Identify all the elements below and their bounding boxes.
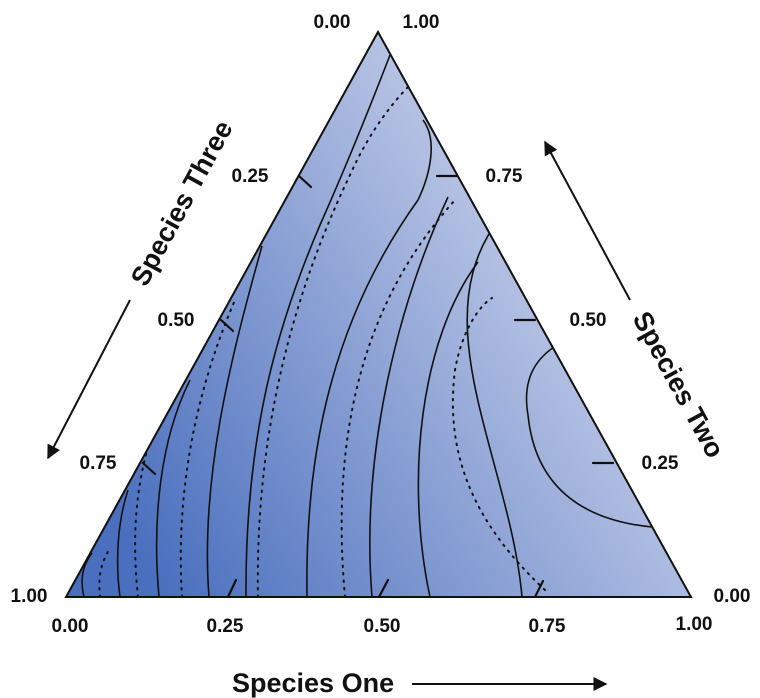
contour-lines: [81, 54, 653, 597]
tick-label-two-000: 0.00: [714, 586, 751, 607]
species-two-tick-labels: 0.00 0.25 0.50 0.75 1.00: [403, 12, 751, 607]
species-two-arrow: [544, 140, 631, 301]
tick-three-025: [297, 174, 313, 189]
contour-solid-6: [306, 119, 432, 597]
tick-three-075: [141, 461, 157, 476]
tick-label-one-075: 0.75: [529, 616, 566, 637]
species-one-axis-title: Species One: [232, 668, 394, 698]
species-one-axis-title-group: Species One: [232, 668, 608, 698]
tick-one-050: [377, 578, 390, 599]
contour-solid-8: [417, 261, 479, 597]
contour-solid-9: [466, 217, 523, 597]
contour-solid-7: [369, 196, 449, 597]
tick-label-one-050: 0.50: [364, 616, 401, 637]
tick-label-three-050: 0.50: [158, 310, 195, 331]
species-three-axis-title: Species Three: [125, 116, 239, 291]
tick-label-three-075: 0.75: [80, 453, 117, 474]
tick-label-one-025: 0.25: [207, 616, 244, 637]
species-one-tick-labels: 0.00 0.25 0.50 0.75 1.00: [52, 614, 713, 637]
contour-solid-5: [245, 54, 391, 597]
tick-label-two-050: 0.50: [570, 310, 607, 331]
tick-label-two-100: 1.00: [403, 12, 440, 33]
species-three-tick-labels: 0.00 0.25 0.50 0.75 1.00: [11, 12, 351, 607]
tick-label-two-075: 0.75: [486, 166, 523, 187]
tick-label-three-100: 1.00: [11, 586, 48, 607]
species-three-arrow: [47, 299, 131, 460]
contour-dotted-3: [179, 299, 236, 597]
contour-dotted-6: [451, 297, 546, 591]
contour-solid-1: [81, 552, 93, 597]
contour-solid-4: [206, 245, 263, 597]
contour-dotted-lines: [98, 84, 546, 597]
tick-label-three-025: 0.25: [232, 166, 269, 187]
contour-dotted-5: [340, 199, 456, 597]
tick-label-one-000: 0.00: [52, 616, 89, 637]
species-two-axis-title: Species Two: [627, 307, 730, 463]
contour-dotted-1: [98, 547, 111, 597]
contour-solid-2: [116, 489, 129, 597]
contour-solid-3: [155, 379, 191, 597]
tick-three-050: [219, 318, 235, 333]
tick-label-two-025: 0.25: [642, 453, 679, 474]
tick-label-three-000: 0.00: [314, 12, 351, 33]
contour-solid-10: [525, 346, 653, 528]
triangle-fill: [66, 32, 691, 597]
tick-one-025: [226, 578, 238, 599]
tick-one-075: [533, 579, 545, 599]
tick-marks: [141, 174, 615, 599]
tick-label-one-100: 1.00: [676, 614, 713, 635]
